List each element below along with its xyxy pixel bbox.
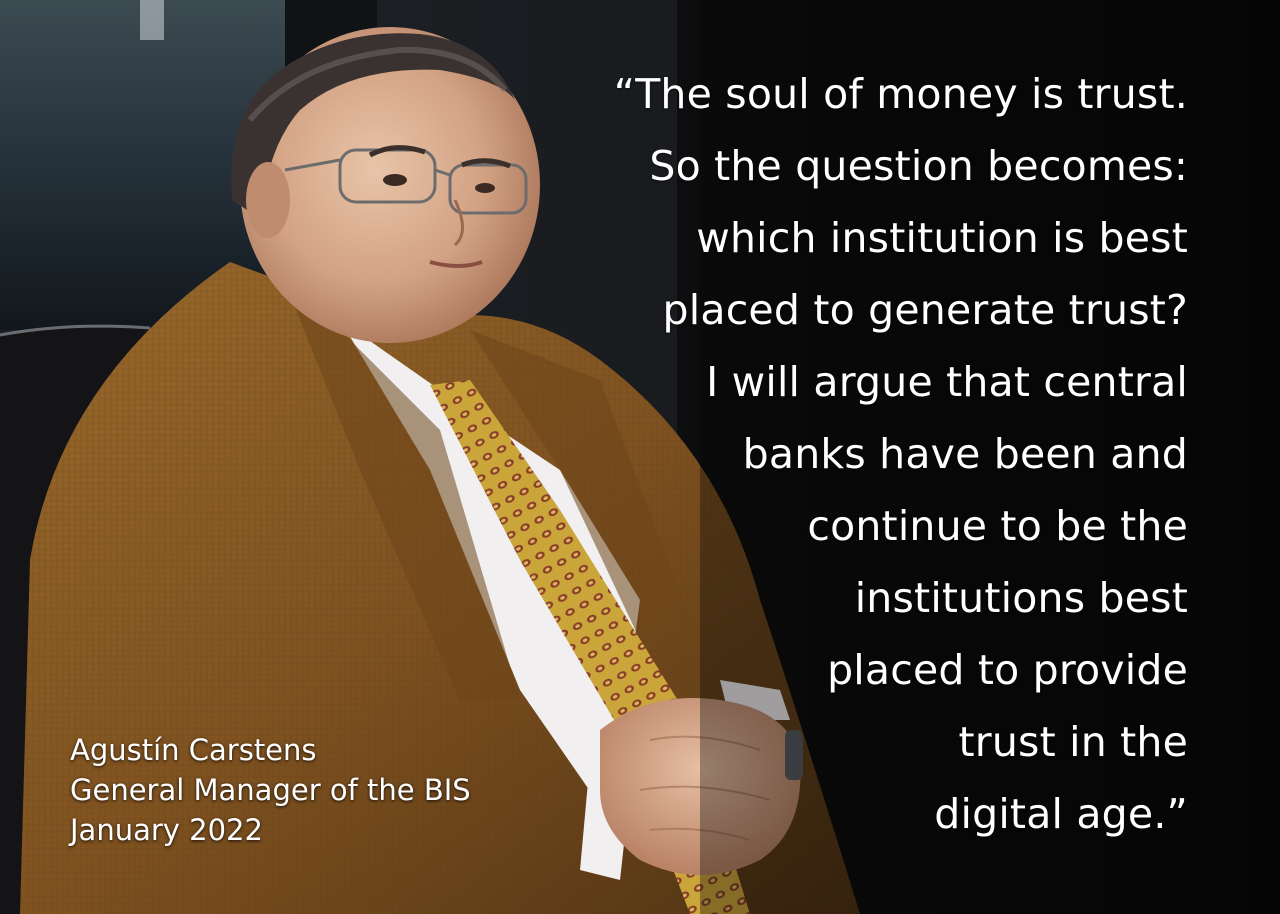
- quote-line: banks have been and: [742, 430, 1188, 478]
- quote-line: digital age.”: [934, 790, 1188, 838]
- quote-line: continue to be the: [807, 502, 1188, 550]
- attribution-role: General Manager of the BIS: [70, 773, 471, 807]
- attribution-caption: Agustín Carstens General Manager of the …: [70, 730, 590, 850]
- quote-line: “The soul of money is trust.: [613, 70, 1188, 118]
- quote-text: “The soul of money is trust. So the ques…: [548, 58, 1188, 850]
- quote-line: placed to generate trust?: [662, 286, 1188, 334]
- quote-line: I will argue that central: [706, 358, 1188, 406]
- quote-line: So the question becomes:: [649, 142, 1188, 190]
- quote-line: placed to provide: [827, 646, 1188, 694]
- attribution-name: Agustín Carstens: [70, 733, 317, 767]
- quote-line: institutions best: [854, 574, 1188, 622]
- quote-line: which institution is best: [696, 214, 1188, 262]
- quote-line: trust in the: [958, 718, 1188, 766]
- attribution-date: January 2022: [70, 813, 263, 847]
